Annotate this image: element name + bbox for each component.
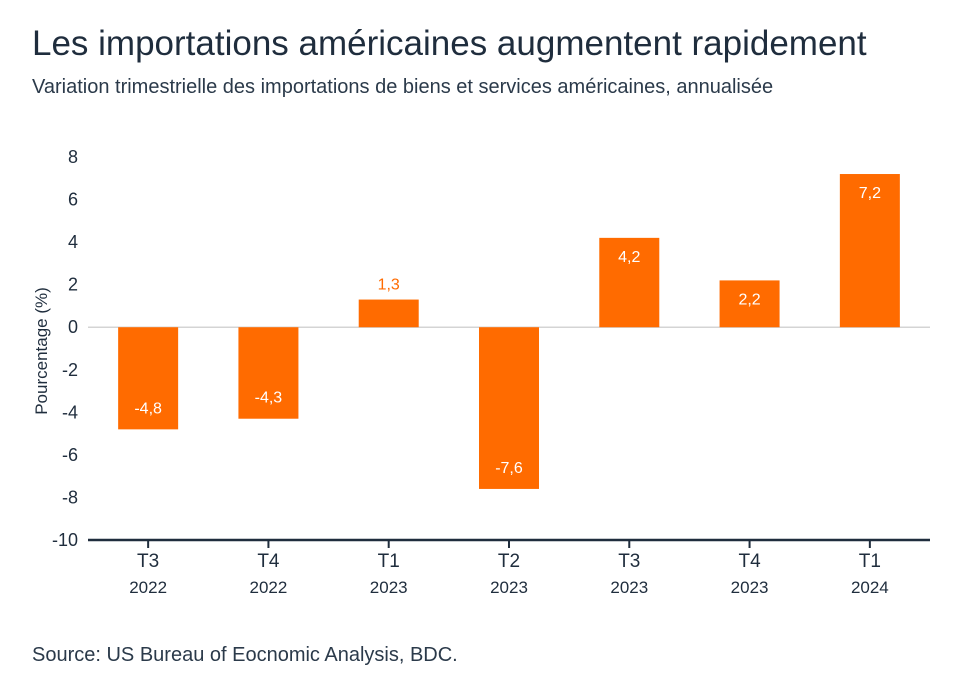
- x-tick-label: T4: [738, 551, 761, 572]
- data-label: -7,6: [495, 460, 523, 477]
- y-tick-label: -4: [62, 402, 78, 422]
- y-tick-label: 6: [68, 190, 78, 210]
- y-tick-label: 2: [68, 275, 78, 295]
- y-tick-label: 0: [68, 317, 78, 337]
- x-tick-year: 2023: [490, 578, 528, 597]
- bar: [719, 280, 780, 328]
- x-tick-year: 2023: [731, 578, 769, 597]
- x-tick-label: T3: [618, 551, 640, 572]
- x-tick-label: T1: [859, 551, 881, 572]
- data-label: -4,8: [134, 400, 162, 417]
- data-label: 1,3: [378, 277, 400, 294]
- bar: [118, 327, 179, 430]
- y-tick-label: -10: [52, 530, 78, 550]
- bar: [238, 327, 299, 419]
- data-label: 2,2: [738, 291, 760, 308]
- data-label: 4,2: [618, 249, 640, 266]
- x-axis-ticks: T3 2022 T4 2022 T1 2023 T2 2023 T3 2023 T4 2023 T1 20…: [129, 540, 889, 597]
- chart-subtitle: Variation trimestrielle des importations…: [32, 76, 774, 98]
- x-tick-label: T4: [257, 551, 280, 572]
- bars-group: [118, 174, 900, 489]
- source-note: Source: US Bureau of Eocnomic Analysis, …: [32, 644, 458, 666]
- bar: [479, 327, 539, 489]
- y-axis-label: Pourcentage (%): [32, 287, 51, 415]
- bar: [839, 174, 900, 328]
- y-tick-label: -6: [62, 445, 78, 465]
- y-axis: 8 6 4 2 0 -2 -4 -6 -8 -10: [52, 147, 78, 550]
- x-tick-year: 2023: [370, 578, 408, 597]
- x-tick-year: 2022: [129, 578, 167, 597]
- x-tick-year: 2022: [250, 578, 288, 597]
- data-label: 7,2: [859, 185, 881, 202]
- y-tick-label: -2: [62, 360, 78, 380]
- y-tick-label: 8: [68, 147, 78, 167]
- data-labels: -4,8 -4,3 1,3 -7,6 4,2 2,2 7,2: [134, 185, 881, 477]
- y-tick-label: 4: [68, 232, 78, 252]
- chart-title: Les importations américaines augmentent …: [32, 24, 867, 63]
- x-tick-label: T3: [137, 551, 159, 572]
- y-tick-label: -8: [62, 487, 78, 507]
- x-tick-label: T1: [378, 551, 400, 572]
- data-label: -4,3: [255, 390, 283, 407]
- x-tick-year: 2023: [610, 578, 648, 597]
- bar: [358, 299, 419, 328]
- x-tick-label: T2: [498, 551, 520, 572]
- x-tick-year: 2024: [851, 578, 889, 597]
- bar: [599, 237, 660, 328]
